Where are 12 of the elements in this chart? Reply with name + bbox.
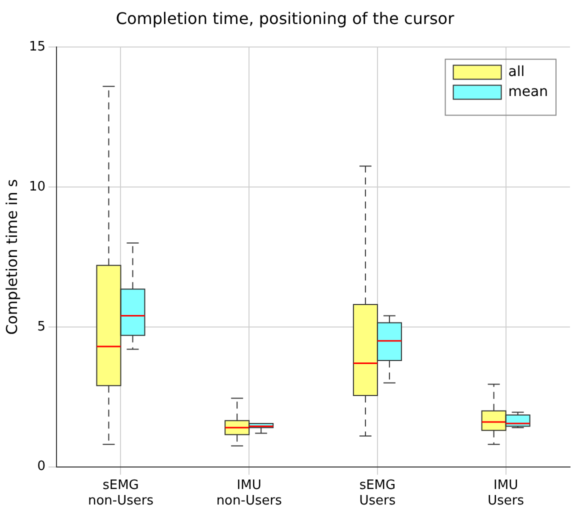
x-tick-label: sEMG Users (359, 478, 396, 509)
x-tick-label: sEMG non-Users (88, 478, 154, 509)
y-tick-label: 10 (28, 179, 46, 194)
chart-title: Completion time, positioning of the cursor (116, 8, 455, 28)
legend-label: mean (508, 84, 548, 100)
y-tick-label: 15 (28, 40, 46, 55)
y-tick-label: 5 (37, 319, 46, 334)
x-tick-label: IMU non-Users (216, 478, 282, 509)
y-axis-title: Completion time in s (2, 179, 21, 335)
x-tick-label: IMU Users (488, 478, 524, 509)
y-tick-label: 0 (37, 459, 46, 474)
legend-label: all (508, 64, 525, 80)
